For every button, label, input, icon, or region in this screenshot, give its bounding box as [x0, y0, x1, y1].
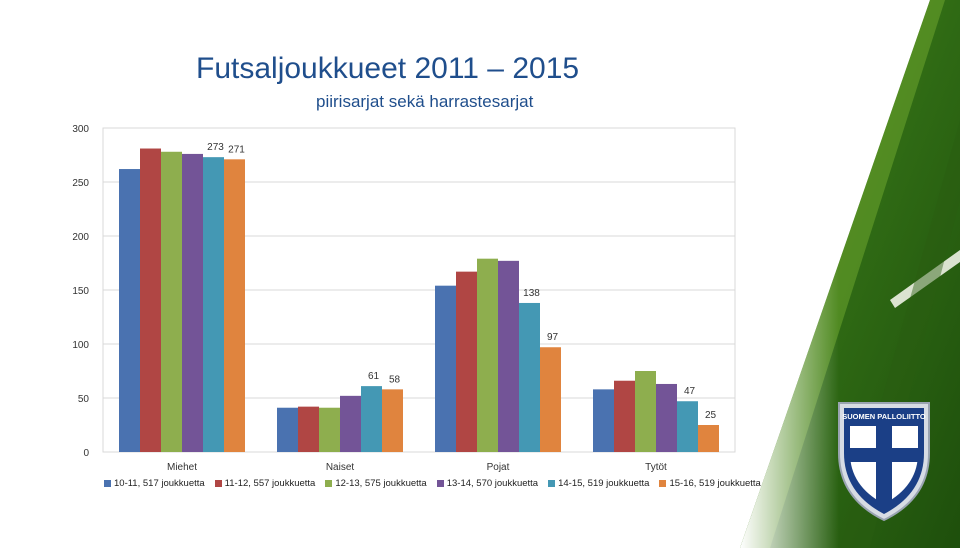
bar	[593, 389, 614, 452]
legend-label: 14-15, 519 joukkuetta	[558, 478, 650, 489]
legend-item: 12-13, 575 joukkuetta	[325, 478, 427, 489]
bar	[119, 169, 140, 453]
x-tick-label: Pojat	[487, 462, 510, 473]
bar	[656, 383, 677, 452]
legend-label: 13-14, 570 joukkuetta	[446, 478, 539, 489]
legend-swatch	[214, 480, 222, 487]
data-label: 47	[684, 386, 696, 397]
bar	[224, 159, 245, 452]
legend-swatch	[325, 480, 333, 487]
y-tick-label: 200	[72, 232, 89, 243]
data-label: 58	[389, 374, 401, 385]
x-tick-label: Naiset	[326, 462, 355, 473]
bar	[635, 371, 656, 452]
bar	[361, 386, 382, 452]
bar	[319, 407, 340, 452]
legend-item: 15-16, 519 joukkuetta	[659, 478, 761, 489]
data-label: 61	[368, 371, 380, 382]
bar	[477, 258, 498, 452]
y-tick-label: 0	[83, 448, 89, 459]
legend-item: 10-11, 517 joukkuetta	[104, 478, 205, 489]
bar	[140, 148, 161, 452]
legend-item: 13-14, 570 joukkuetta	[436, 478, 539, 489]
bar	[614, 380, 635, 452]
y-tick-label: 250	[72, 178, 89, 189]
bar	[161, 151, 182, 452]
legend-item: 11-12, 557 joukkuetta	[214, 478, 316, 489]
bar-chart: 0 50 100 150 200 250 300 Miehet Naiset Pojat Tytöt…	[72, 124, 736, 473]
data-label: 97	[547, 332, 559, 343]
bar	[298, 406, 319, 452]
data-label: 273	[207, 142, 224, 153]
bar	[277, 407, 298, 452]
suomen-palloliitto-logo: SUOMEN PALLOLIITTO	[838, 402, 930, 522]
bar	[435, 285, 456, 452]
bar	[519, 302, 540, 452]
legend-label: 12-13, 575 joukkuetta	[335, 478, 427, 489]
bar	[540, 347, 561, 452]
legend-label: 11-12, 557 joukkuetta	[224, 478, 316, 489]
bar	[382, 389, 403, 452]
page-subtitle: piirisarjat sekä harrastesarjat	[316, 92, 534, 111]
legend-swatch	[104, 480, 111, 487]
bar	[182, 153, 203, 453]
legend-item: 14-15, 519 joukkuetta	[548, 478, 649, 489]
legend-swatch	[548, 480, 556, 487]
legend-label: 10-11, 517 joukkuetta	[114, 478, 205, 489]
bar	[203, 157, 224, 452]
page-title: Futsaljoukkueet 2011 – 2015	[196, 52, 580, 85]
data-label: 271	[228, 144, 245, 155]
data-label: 138	[523, 288, 540, 299]
bar	[340, 395, 361, 452]
bar	[456, 271, 477, 452]
data-label: 25	[705, 410, 717, 421]
legend-label: 15-16, 519 joukkuetta	[669, 478, 761, 489]
y-tick-label: 150	[72, 286, 89, 297]
y-tick-label: 50	[78, 394, 90, 405]
bar	[677, 401, 698, 452]
bar	[498, 260, 519, 452]
x-tick-label: Tytöt	[645, 462, 667, 473]
legend-swatch	[436, 480, 444, 487]
legend-swatch	[659, 480, 667, 487]
x-tick-label: Miehet	[167, 462, 197, 473]
bar	[698, 425, 719, 452]
y-tick-label: 100	[72, 340, 89, 351]
y-tick-label: 300	[72, 124, 89, 135]
logo-text: SUOMEN PALLOLIITTO	[842, 412, 926, 421]
chart-legend: 10-11, 517 joukkuetta 11-12, 557 joukkuet…	[104, 478, 761, 489]
